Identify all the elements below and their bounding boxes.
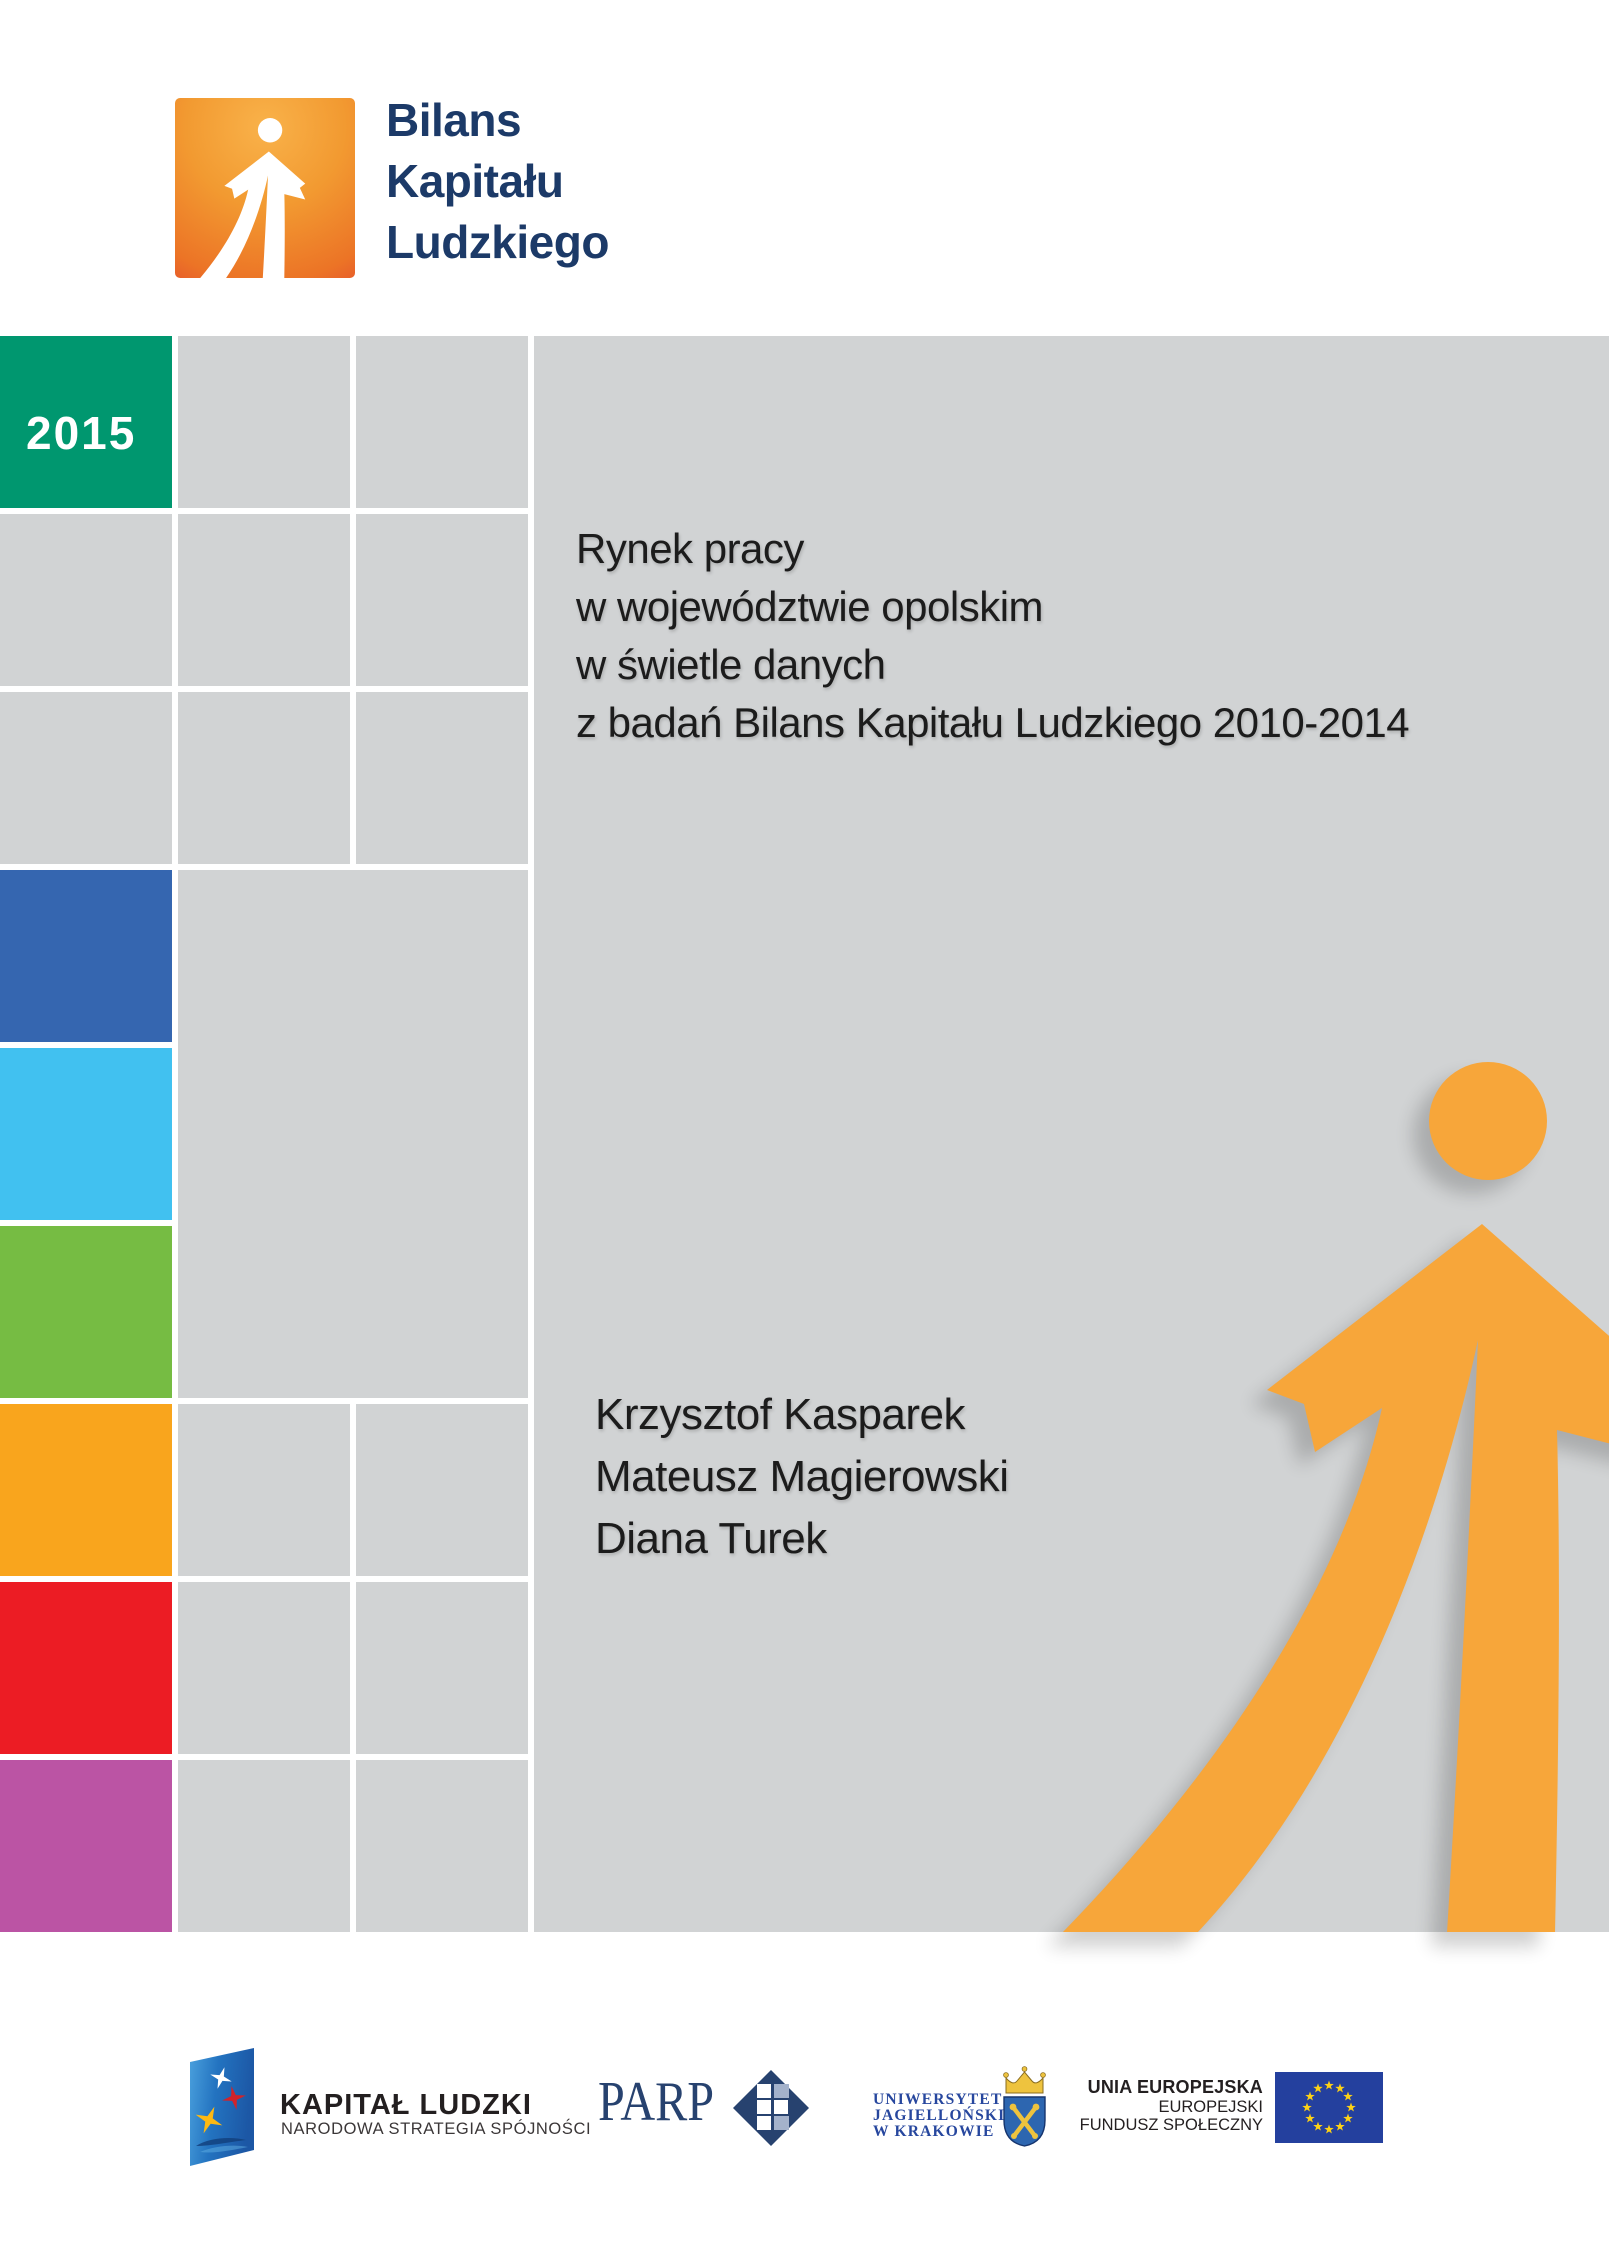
grid-cell-gray [0,692,172,864]
bkl-logo-person-icon [182,118,306,278]
eu-line-2: EUROPEJSKI [1158,2098,1263,2116]
brand-wordmark: Bilans Kapitału Ludzkiego [386,90,609,273]
title-line-1: Rynek pracy [576,525,804,572]
grid-cell-cyan [0,1048,172,1220]
grid-cell-gray [178,514,350,686]
author-3: Diana Turek [595,1514,827,1563]
year-grid: 2015 [0,336,528,1932]
grid-cell-gray [178,1582,350,1754]
brand-line-2: Kapitału [386,155,564,207]
authors-block: Krzysztof Kasparek Mateusz Magierowski D… [595,1384,1009,1570]
brand-line-1: Bilans [386,94,522,146]
parp-wordmark: PARP [598,2071,715,2133]
cover-panel: Rynek pracy w województwie opolskim w św… [534,336,1609,1932]
grid-cell-gray [356,1760,528,1932]
grid-cell-blue [0,870,172,1042]
uj-line-1: UNIWERSYTET [873,2091,1003,2108]
title-line-4: z badań Bilans Kapitału Ludzkiego 2010-2… [576,699,1410,746]
grid-cell-magenta [0,1760,172,1932]
parp-diamond-icon [733,2070,809,2146]
grid-cell-gray [356,1404,528,1576]
grid-cell-gray [356,1582,528,1754]
eu-line-3: FUNDUSZ SPOŁECZNY [1079,2116,1263,2134]
uj-line-3: W KRAKOWIE [873,2122,995,2140]
bkl-logo [175,98,355,278]
kapital-ludzki-subtitle: NARODOWA STRATEGIA SPÓJNOŚCI [281,2120,592,2138]
title-line-3: w świetle danych [576,641,886,688]
grid-cell-gray [178,336,350,508]
grid-cell-gray [356,336,528,508]
grid-cell-green [0,1226,172,1398]
brand-line-3: Ludzkiego [386,216,609,268]
grid-cell-gray [178,1404,350,1576]
title-line-2: w województwie opolskim [576,583,1044,630]
report-title: Rynek pracy w województwie opolskim w św… [576,520,1410,752]
grid-cell-red [0,1582,172,1754]
grid-cell-orange [0,1404,172,1576]
year-badge: 2015 [0,336,172,508]
grid-cell-gray [356,514,528,686]
grid-cell-gray [178,692,350,864]
eu-line-1: UNIA EUROPEJSKA [1087,2077,1263,2097]
author-1: Krzysztof Kasparek [595,1390,966,1439]
grid-cell-merged-gray [178,870,528,1398]
year-label: 2015 [26,407,137,459]
grid-cell-gray [356,692,528,864]
uj-line-2: JAGIELLOŃSKI [873,2106,1006,2124]
uj-wordmark: UNIWERSYTET JAGIELLOŃSKI W KRAKOWIE [873,2091,1006,2140]
eu-wordmark: UNIA EUROPEJSKA EUROPEJSKI FUNDUSZ SPOŁE… [1035,2077,1263,2134]
kapital-ludzki-title: KAPITAŁ LUDZKI [280,2089,532,2121]
eu-flag-icon [1275,2072,1383,2143]
kapital-ludzki-flag-icon [190,2048,254,2166]
uj-crest-icon [1003,2066,1046,2147]
grid-cell-gray [0,514,172,686]
grid-cell-gray [178,1760,350,1932]
author-2: Mateusz Magierowski [595,1452,1009,1501]
